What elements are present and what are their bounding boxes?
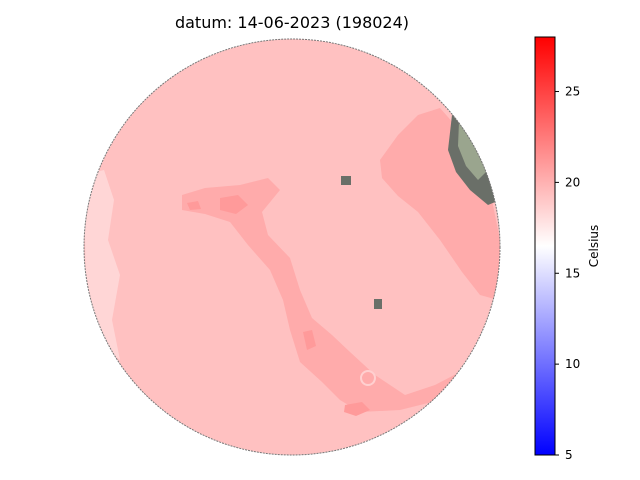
colorbar-ticks: 5 10 15 20 25 (555, 85, 580, 462)
colorbar-tick-label: 20 (565, 175, 580, 189)
hotspot (303, 330, 316, 350)
no-data-cell (341, 176, 351, 185)
shore-strip (458, 122, 486, 180)
warm-east-zone (380, 108, 500, 300)
colorbar-tick-label: 5 (565, 448, 573, 462)
warm-channel-zone (182, 178, 460, 412)
ring-feature (360, 370, 376, 386)
colorbar: 5 10 15 20 25 Celsius (534, 36, 601, 462)
chart-title: datum: 14-06-2023 (198024) (175, 13, 409, 32)
hotspot (187, 201, 201, 210)
hotspot (220, 195, 248, 214)
colorbar-gradient (534, 36, 556, 456)
colorbar-label: Celsius (587, 225, 601, 268)
temperature-map (83, 38, 501, 456)
colorbar-tick-label: 10 (565, 357, 580, 371)
hotspot (344, 402, 370, 416)
colorbar-tick-label: 25 (565, 85, 580, 99)
colorbar-tick-label: 15 (565, 266, 580, 280)
no-data-cell (374, 299, 382, 309)
map-outline (83, 38, 501, 456)
